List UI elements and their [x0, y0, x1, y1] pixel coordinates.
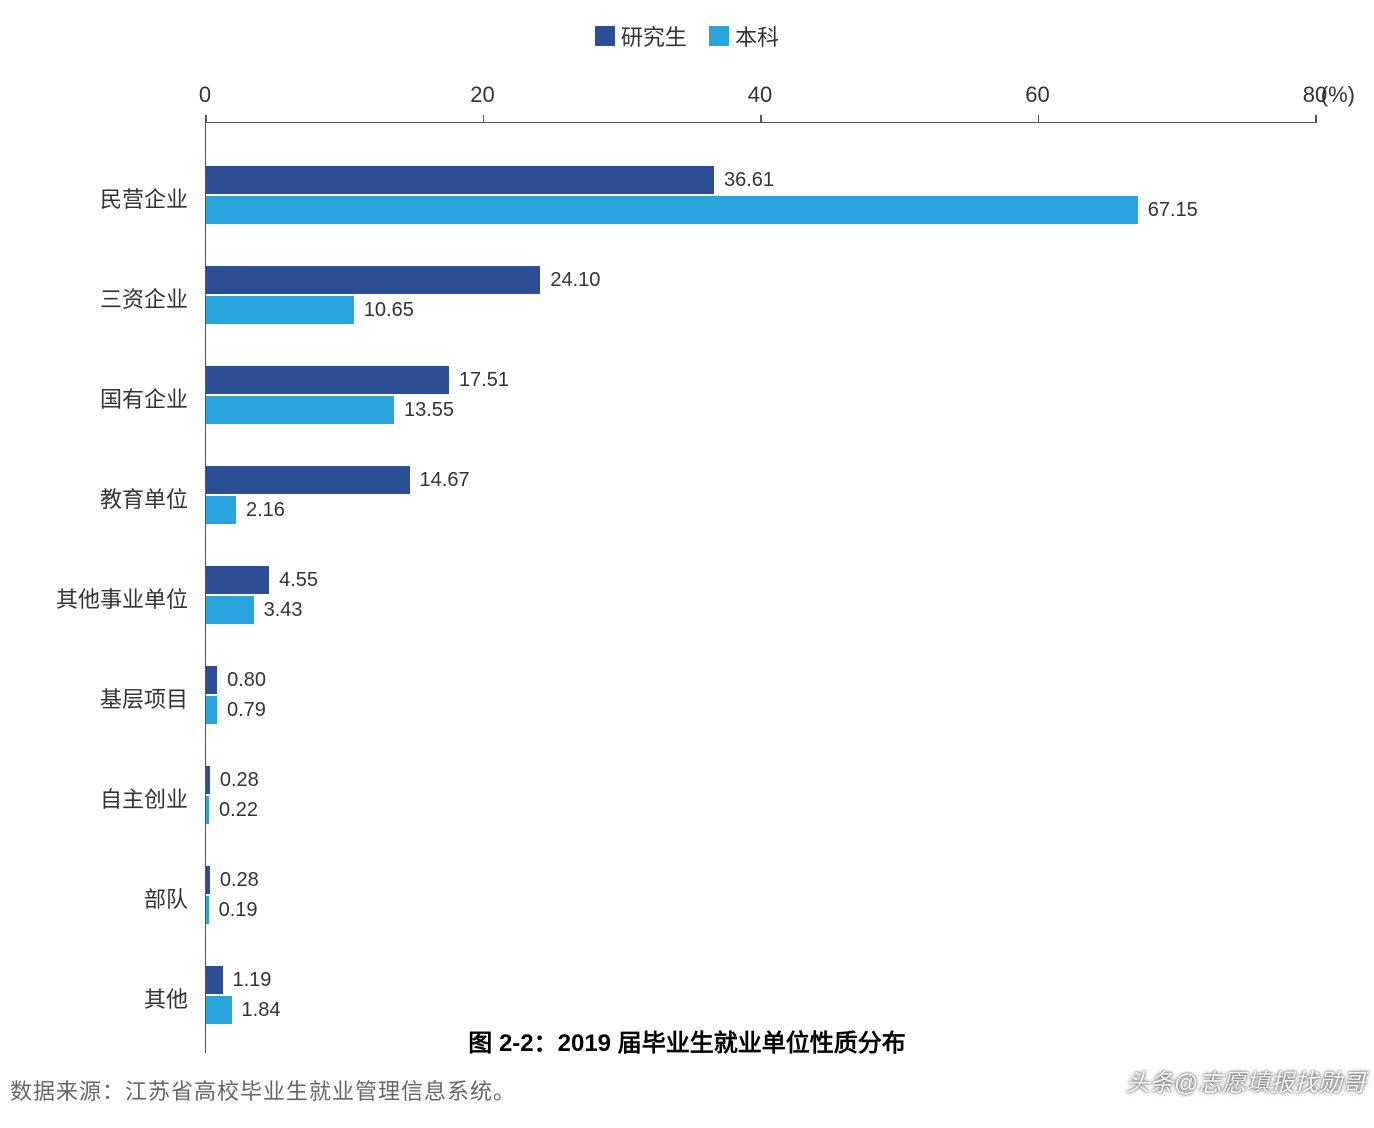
bar-value-label: 17.51 [449, 366, 509, 394]
bar-ugrad: 0.22 [206, 796, 209, 824]
legend-swatch-grad [595, 26, 615, 46]
bar-ugrad: 13.55 [206, 396, 394, 424]
bar-value-label: 24.10 [540, 266, 600, 294]
x-tick-mark [760, 115, 762, 123]
x-tick-label: 80 [1303, 82, 1327, 108]
watermark: 头条@志愿填报找勋哥 [1126, 1063, 1366, 1098]
x-tick-label: 0 [199, 82, 211, 108]
legend-item-ugrad: 本科 [709, 20, 779, 52]
bar-grad: 36.61 [206, 166, 714, 194]
legend-item-grad: 研究生 [595, 20, 687, 52]
category-label: 基层项目 [100, 682, 206, 714]
bar-value-label: 13.55 [394, 396, 454, 424]
category-group: 其他事业单位4.553.43 [206, 548, 1315, 648]
bar-ugrad: 3.43 [206, 596, 254, 624]
bar-value-label: 10.65 [354, 296, 414, 324]
category-group: 基层项目0.800.79 [206, 648, 1315, 748]
legend: 研究生 本科 [0, 20, 1374, 52]
bar-value-label: 0.80 [217, 666, 266, 694]
plot-area: 民营企业36.6167.15三资企业24.1010.65国有企业17.5113.… [205, 122, 1315, 1053]
category-label: 国有企业 [100, 382, 206, 414]
bar-grad: 14.67 [206, 466, 410, 494]
category-label: 民营企业 [100, 182, 206, 214]
x-tick-label: 60 [1025, 82, 1049, 108]
legend-swatch-ugrad [709, 26, 729, 46]
bar-value-label: 0.22 [209, 796, 258, 824]
category-group: 民营企业36.6167.15 [206, 148, 1315, 248]
x-tick-label: 40 [748, 82, 772, 108]
bar-value-label: 4.55 [269, 566, 318, 594]
source-text: 江苏省高校毕业生就业管理信息系统。 [125, 1079, 516, 1104]
bar-value-label: 1.84 [232, 996, 281, 1024]
category-group: 国有企业17.5113.55 [206, 348, 1315, 448]
x-tick-mark [1315, 115, 1317, 123]
bar-ugrad: 2.16 [206, 496, 236, 524]
bar-value-label: 0.28 [210, 866, 259, 894]
category-label: 教育单位 [100, 482, 206, 514]
bar-grad: 0.80 [206, 666, 217, 694]
bar-value-label: 1.19 [223, 966, 272, 994]
bar-value-label: 14.67 [410, 466, 470, 494]
category-group: 教育单位14.672.16 [206, 448, 1315, 548]
bar-grad: 4.55 [206, 566, 269, 594]
category-label: 部队 [144, 882, 206, 914]
data-source: 数据来源：江苏省高校毕业生就业管理信息系统。 [10, 1074, 516, 1106]
legend-label-grad: 研究生 [621, 20, 687, 52]
x-tick-mark [483, 115, 485, 123]
bar-value-label: 0.19 [209, 896, 258, 924]
legend-label-ugrad: 本科 [735, 20, 779, 52]
bar-value-label: 0.79 [217, 696, 266, 724]
bar-value-label: 0.28 [210, 766, 259, 794]
bar-grad: 24.10 [206, 266, 540, 294]
category-group: 部队0.280.19 [206, 848, 1315, 948]
x-tick-mark [1038, 115, 1040, 123]
bar-value-label: 2.16 [236, 496, 285, 524]
bar-value-label: 67.15 [1138, 196, 1198, 224]
bar-ugrad: 0.79 [206, 696, 217, 724]
bar-ugrad: 67.15 [206, 196, 1138, 224]
category-label: 其他事业单位 [56, 582, 206, 614]
x-tick-label: 20 [470, 82, 494, 108]
bar-grad: 0.28 [206, 766, 210, 794]
category-group: 三资企业24.1010.65 [206, 248, 1315, 348]
figure-caption: 图 2-2：2019 届毕业生就业单位性质分布 [0, 1023, 1374, 1058]
category-label: 自主创业 [100, 782, 206, 814]
source-prefix: 数据来源： [10, 1079, 125, 1104]
category-group: 自主创业0.280.22 [206, 748, 1315, 848]
bar-ugrad: 1.84 [206, 996, 232, 1024]
bar-value-label: 3.43 [254, 596, 303, 624]
chart-container: 研究生 本科 (%) 020406080 民营企业36.6167.15三资企业2… [0, 20, 1374, 1053]
x-tick-mark [205, 115, 207, 123]
bar-grad: 0.28 [206, 866, 210, 894]
category-label: 其他 [144, 982, 206, 1014]
bar-grad: 17.51 [206, 366, 449, 394]
bar-ugrad: 0.19 [206, 896, 209, 924]
bar-value-label: 36.61 [714, 166, 774, 194]
category-label: 三资企业 [100, 282, 206, 314]
bar-grad: 1.19 [206, 966, 223, 994]
bar-ugrad: 10.65 [206, 296, 354, 324]
